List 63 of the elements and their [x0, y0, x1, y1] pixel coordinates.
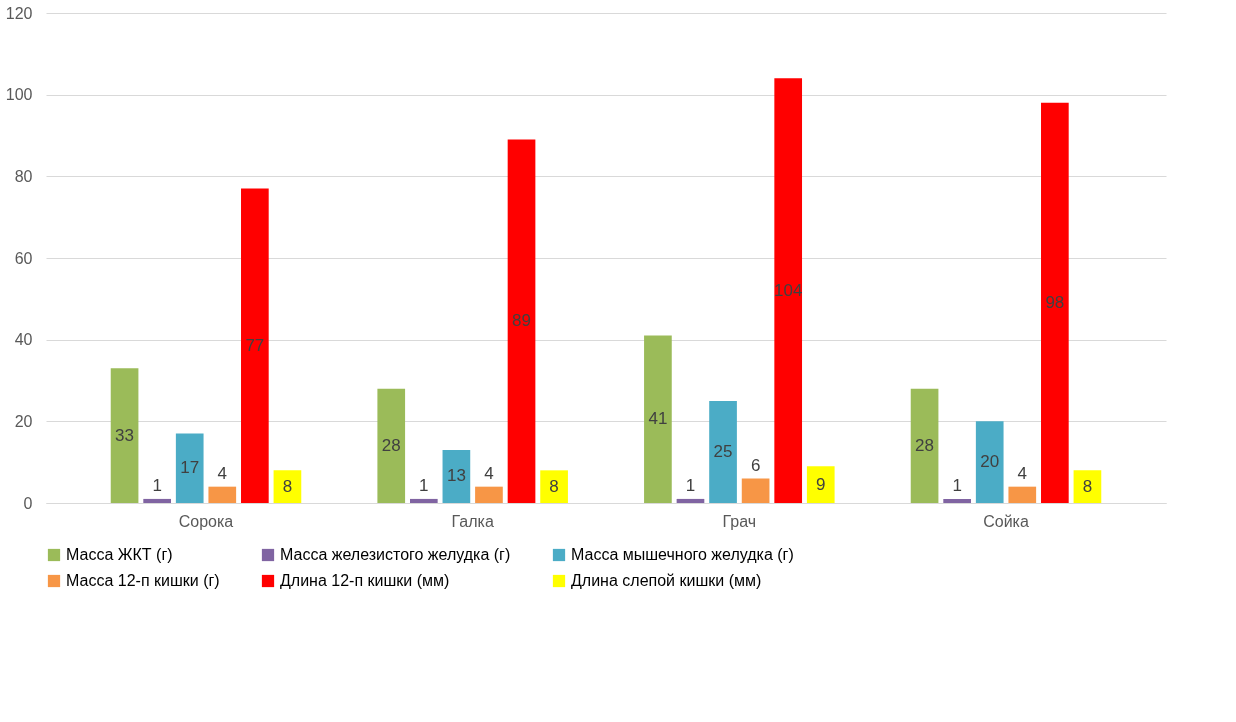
data-label: 1 [419, 475, 429, 495]
data-label: 4 [1017, 463, 1028, 483]
data-label: 25 [713, 441, 733, 461]
y-tick-label: 20 [14, 412, 33, 430]
data-label: 4 [484, 463, 494, 483]
data-label: 104 [774, 280, 803, 300]
bar [507, 139, 536, 503]
y-tick-label: 120 [5, 4, 33, 22]
bar [676, 498, 705, 503]
data-label: 33 [115, 425, 135, 445]
bar [806, 466, 835, 503]
bar [1008, 486, 1037, 503]
data-label: 1 [952, 475, 962, 495]
legend-label: Длина 12-п кишки (мм) [280, 572, 450, 589]
legend-label: Масса мышечного желудка (г) [571, 546, 794, 563]
data-label: 13 [446, 466, 466, 486]
bar [943, 498, 971, 503]
bar [774, 78, 803, 503]
bar [143, 498, 171, 503]
x-tick-label: Сойка [983, 512, 1029, 530]
bar [442, 449, 471, 503]
data-label: 20 [980, 452, 1000, 472]
bar [175, 433, 204, 503]
bar [644, 335, 672, 503]
bar [377, 388, 406, 503]
bar [1041, 102, 1069, 503]
y-tick-label: 100 [5, 86, 33, 104]
y-tick-label: 40 [14, 331, 33, 349]
data-label: 8 [1082, 476, 1093, 496]
legend-label: Масса железистого желудка (г) [280, 546, 511, 563]
bar [475, 486, 503, 503]
bar [910, 388, 939, 503]
bar [741, 478, 770, 503]
data-label: 41 [648, 409, 668, 429]
bar [208, 486, 237, 503]
legend-label: Длина слепой кишки (мм) [571, 572, 762, 589]
data-label: 89 [512, 311, 531, 331]
data-label: 8 [549, 476, 559, 496]
data-label: 28 [381, 435, 401, 455]
data-label: 77 [245, 335, 265, 355]
bar [110, 368, 139, 503]
data-label: 9 [816, 474, 826, 494]
bar [975, 421, 1004, 503]
x-tick-label: Сорока [178, 512, 234, 530]
data-label: 6 [750, 455, 761, 475]
bar [540, 470, 568, 503]
data-label: 8 [282, 476, 293, 496]
data-label: 17 [180, 458, 200, 478]
legend-label: Масса ЖКТ (г) [66, 546, 173, 563]
x-tick-label: Грач [722, 512, 757, 530]
y-tick-label: 0 [23, 494, 33, 512]
data-label: 98 [1045, 292, 1065, 312]
data-label: 4 [217, 463, 228, 483]
bar [409, 498, 438, 503]
data-label: 1 [685, 475, 696, 495]
data-label: 28 [915, 435, 935, 455]
legend-label: Масса 12-п кишки (г) [66, 572, 220, 589]
x-tick-label: Галка [451, 512, 494, 530]
y-tick-label: 60 [14, 249, 33, 267]
bar [241, 188, 269, 503]
bar [709, 400, 737, 503]
y-tick-label: 80 [14, 167, 33, 185]
data-label: 1 [152, 475, 162, 495]
